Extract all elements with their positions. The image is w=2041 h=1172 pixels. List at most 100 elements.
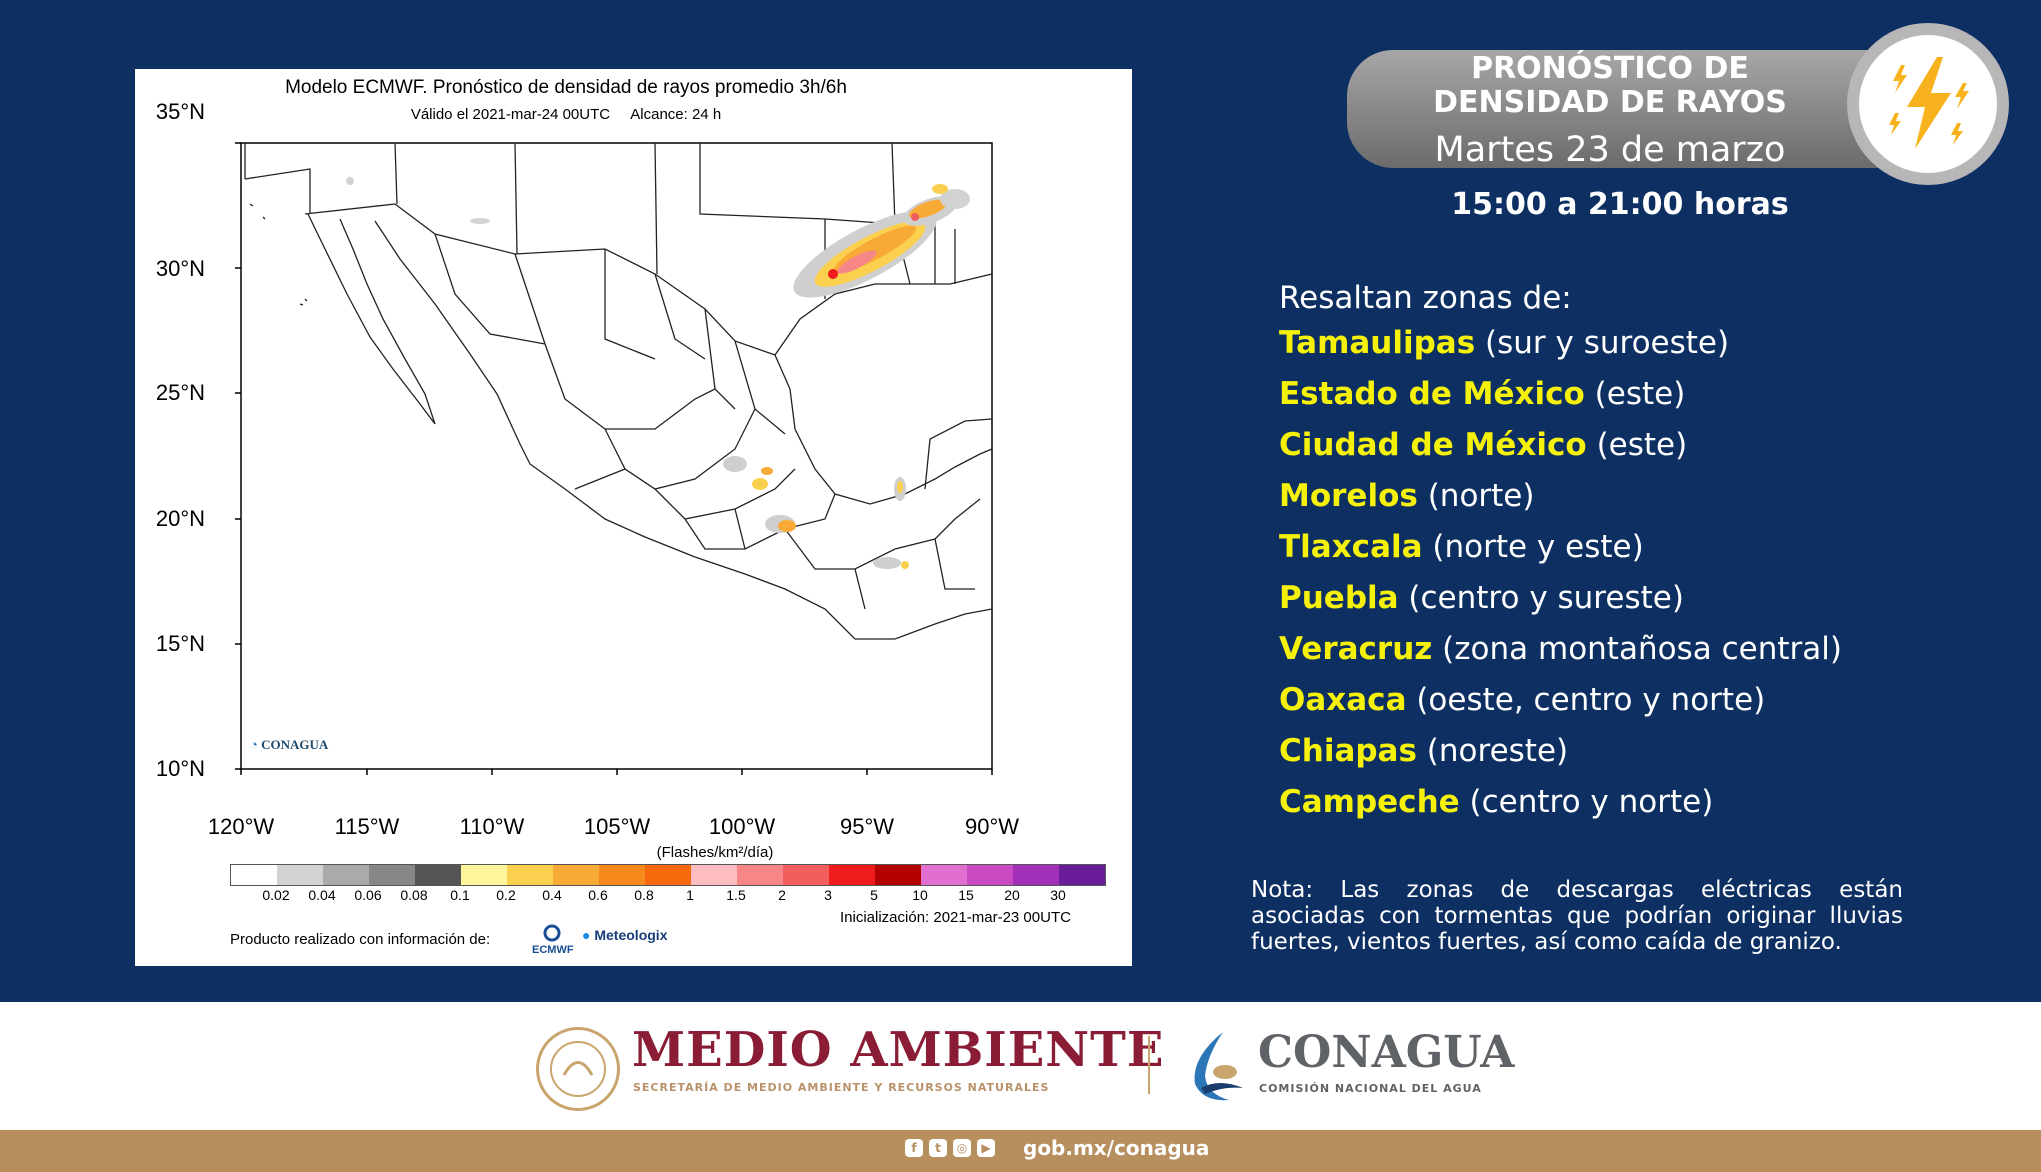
- colorbar-swatch: [829, 865, 875, 885]
- mexico-seal-icon: [536, 1027, 620, 1111]
- lead-time: Alcance: 24 h: [630, 106, 722, 123]
- colorbar-tick-label: 20: [1004, 887, 1020, 903]
- coastlines: [244, 142, 993, 640]
- map-title: Modelo ECMWF. Pronóstico de densidad de …: [285, 77, 847, 98]
- colorbar-swatch: [1013, 865, 1059, 885]
- lon-label: 120°W: [207, 814, 275, 839]
- lat-label: 35°N: [155, 99, 205, 124]
- lon-label: 115°W: [334, 814, 400, 839]
- conagua-mark-icon: ◔: [250, 737, 262, 752]
- zone-area: (norte y este): [1422, 529, 1644, 565]
- colorbar-tick-label: 5: [870, 887, 878, 903]
- medio-ambiente-subtitle: SECRETARÍA DE MEDIO AMBIENTE Y RECURSOS …: [633, 1081, 1050, 1094]
- banner-title: PRONÓSTICO DE DENSIDAD DE RAYOS: [1433, 51, 1787, 120]
- zone-item: Oaxaca (oeste, centro y norte): [1279, 682, 1842, 733]
- zones-intro: Resaltan zonas de:: [1279, 280, 1572, 316]
- zone-item: Tamaulipas (sur y suroeste): [1279, 325, 1842, 376]
- banner-date: Martes 23 de marzo: [1434, 130, 1786, 170]
- zone-area: (centro y sureste): [1398, 580, 1684, 616]
- init-time: Inicialización: 2021-mar-23 00UTC: [840, 909, 1071, 926]
- zone-area: (centro y norte): [1459, 784, 1714, 820]
- colorbar-swatch: [323, 865, 369, 885]
- colorbar-swatch: [783, 865, 829, 885]
- zones-list: Tamaulipas (sur y suroeste) Estado de Méx…: [1279, 325, 1842, 835]
- colorbar-tick-label: 1: [686, 887, 694, 903]
- colorbar-swatch: [231, 865, 277, 885]
- conagua-logo-icon: [1194, 1032, 1243, 1101]
- zone-area: (zona montañosa central): [1432, 631, 1842, 667]
- zone-item: Campeche (centro y norte): [1279, 784, 1842, 835]
- lat-label: 25°N: [155, 380, 205, 405]
- zone-state: Morelos: [1279, 478, 1418, 514]
- map-panel: Modelo ECMWF. Pronóstico de densidad de …: [135, 69, 1132, 966]
- title-banner: [1347, 50, 1907, 168]
- zone-area: (noreste): [1416, 733, 1569, 769]
- colorbar-tick-label: 3: [824, 887, 832, 903]
- zone-area: (sur y suroeste): [1475, 325, 1730, 361]
- lat-label: 20°N: [155, 506, 205, 531]
- colorbar-swatch: [507, 865, 553, 885]
- colorbar-tick-label: 0.04: [308, 887, 336, 903]
- conagua-logo: CONAGUA: [1258, 1027, 1515, 1078]
- youtube-icon[interactable]: ▶: [977, 1139, 995, 1157]
- valid-time: Válido el 2021-mar-24 00UTC: [410, 106, 611, 123]
- zone-item: Morelos (norte): [1279, 478, 1842, 529]
- colorbar-tick-label: 0.8: [634, 887, 654, 903]
- credit-text: Producto realizado con información de:: [230, 931, 491, 948]
- colorbar-tick-label: 15: [958, 887, 974, 903]
- conagua-subtitle: COMISIÓN NACIONAL DEL AGUA: [1259, 1082, 1482, 1095]
- colorbar-swatch: [277, 865, 323, 885]
- zone-item: Estado de México (este): [1279, 376, 1842, 427]
- footer: [0, 1002, 2041, 1130]
- meteologix-mark-icon: ●: [582, 927, 591, 943]
- footer-divider: [1148, 1036, 1150, 1094]
- zone-state: Tlaxcala: [1279, 529, 1423, 565]
- zone-item: Ciudad de México (este): [1279, 427, 1842, 478]
- colorbar-tick-label: 30: [1050, 887, 1066, 903]
- map-subtitle: Válido el 2021-mar-24 00UTC Alcance: 24 …: [135, 106, 997, 123]
- colorbar-swatch: [553, 865, 599, 885]
- lat-label: 30°N: [155, 256, 205, 281]
- zone-state: Veracruz: [1279, 631, 1433, 667]
- colorbar-tick-label: 2: [778, 887, 786, 903]
- zone-area: (este): [1584, 376, 1686, 412]
- website-link[interactable]: gob.mx/conagua: [1023, 1136, 1210, 1160]
- twitter-icon[interactable]: t: [929, 1139, 947, 1157]
- colorbar-tick-label: 0.08: [400, 887, 428, 903]
- ecmwf-mark-icon: [543, 924, 561, 942]
- colorbar-swatch: [737, 865, 783, 885]
- ecmwf-logo: ECMWF: [532, 924, 574, 956]
- colorbar-swatch: [921, 865, 967, 885]
- lightning-map: [235, 142, 993, 775]
- colorbar-tick-label: 0.06: [354, 887, 382, 903]
- colorbar-swatch: [691, 865, 737, 885]
- lon-label: 105°W: [583, 814, 651, 839]
- zone-state: Chiapas: [1279, 733, 1417, 769]
- colorbar-swatch: [461, 865, 507, 885]
- conagua-watermark: ◔ CONAGUA: [250, 737, 329, 752]
- lightning-zones: [346, 177, 970, 569]
- lightning-badge-inner: [1859, 35, 1997, 173]
- lon-label: 90°W: [964, 814, 1020, 839]
- colorbar-tick-label: 0.02: [262, 887, 290, 903]
- instagram-icon[interactable]: ◎: [953, 1139, 971, 1157]
- zone-item: Tlaxcala (norte y este): [1279, 529, 1842, 580]
- medio-ambiente-logo: MEDIO AMBIENTE: [632, 1022, 1165, 1078]
- lightning-icon: [1889, 57, 1969, 149]
- lon-label: 100°W: [708, 814, 776, 839]
- zone-item: Veracruz (zona montañosa central): [1279, 631, 1842, 682]
- colorbar-swatch: [875, 865, 921, 885]
- colorbar-swatch: [599, 865, 645, 885]
- zone-state: Estado de México: [1279, 376, 1585, 412]
- colorbar: [230, 864, 1106, 886]
- colorbar-swatch: [967, 865, 1013, 885]
- zone-state: Ciudad de México: [1279, 427, 1587, 463]
- zone-state: Puebla: [1279, 580, 1399, 616]
- lon-label: 95°W: [839, 814, 895, 839]
- zone-area: (oeste, centro y norte): [1406, 682, 1766, 718]
- colorbar-swatch: [1059, 865, 1105, 885]
- facebook-icon[interactable]: f: [905, 1139, 923, 1157]
- time-range: 15:00 a 21:00 horas: [1451, 187, 1789, 222]
- lon-label: 110°W: [459, 814, 525, 839]
- lat-label: 10°N: [155, 756, 205, 781]
